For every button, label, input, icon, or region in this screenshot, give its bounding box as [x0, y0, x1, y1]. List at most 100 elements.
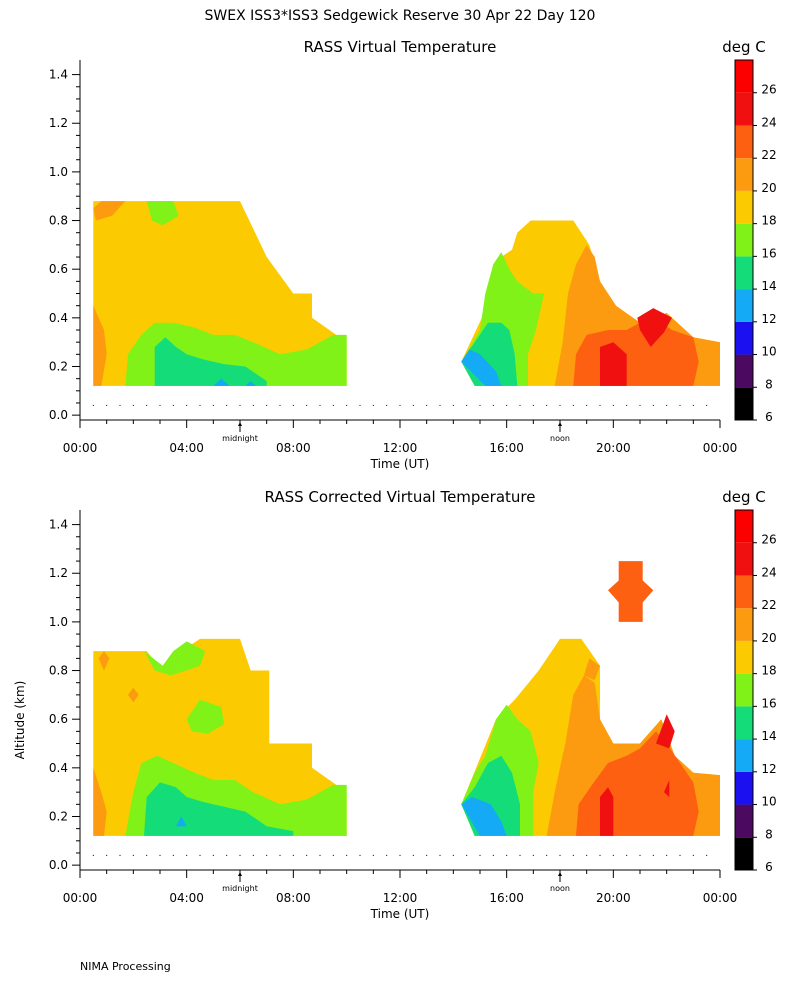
- noon-marker-arrow: [558, 872, 562, 876]
- sample-dot: [306, 854, 308, 856]
- colorbar-label: 6: [765, 410, 773, 424]
- sample-dot: [252, 404, 254, 406]
- sample-dot: [386, 404, 388, 406]
- noon-marker-arrow: [558, 422, 562, 426]
- sample-dot: [386, 854, 388, 856]
- sample-dot: [146, 854, 148, 856]
- colorbar-label: 26: [761, 533, 776, 547]
- sample-dot: [186, 854, 188, 856]
- y-tick-label: 0.6: [49, 712, 68, 726]
- colorbar-swatch: [735, 608, 753, 641]
- sample-dot: [212, 854, 214, 856]
- y-tick-label: 1.0: [49, 165, 68, 179]
- sample-dot: [172, 854, 174, 856]
- sample-dot: [706, 854, 708, 856]
- sample-dot: [186, 404, 188, 406]
- sample-dot: [252, 854, 254, 856]
- sample-dot: [346, 404, 348, 406]
- sample-dot: [466, 854, 468, 856]
- contour-regions: [93, 201, 720, 386]
- sample-dot: [412, 854, 414, 856]
- midnight-marker-arrow: [238, 872, 242, 876]
- y-tick-label: 0.6: [49, 262, 68, 276]
- y-tick-label: 0.2: [49, 359, 68, 373]
- y-tick-label: 1.0: [49, 615, 68, 629]
- sample-dot: [212, 404, 214, 406]
- surface-sample-dots: [92, 404, 708, 406]
- x-tick-label: 04:00: [169, 441, 204, 455]
- colorbar-swatch: [735, 771, 753, 805]
- sample-dot: [692, 854, 694, 856]
- surface-sample-dots: [92, 854, 708, 856]
- sample-dot: [559, 854, 561, 856]
- sample-dot: [332, 854, 334, 856]
- x-tick-label: 12:00: [383, 891, 418, 905]
- panel-corrected-virtual-temperature: RASS Corrected Virtual Temperature 0.0 0.2…: [13, 488, 777, 921]
- sample-dot: [666, 404, 668, 406]
- sample-dot: [626, 404, 628, 406]
- colorbar-swatch: [735, 575, 753, 609]
- page-title: SWEX ISS3*ISS3 Sedgewick Reserve 30 Apr …: [205, 8, 596, 24]
- colorbar-swatch: [735, 125, 753, 159]
- sample-dot: [426, 854, 428, 856]
- colorbar-units: deg C: [722, 38, 766, 56]
- sample-dot: [226, 404, 228, 406]
- colorbar-label: 16: [761, 696, 776, 710]
- contour-region-day-block-red-column: [600, 787, 614, 836]
- sample-dot: [106, 404, 108, 406]
- sample-dot: [159, 854, 161, 856]
- y-tick-label: 1.2: [49, 116, 68, 130]
- sample-dot: [92, 854, 94, 856]
- colorbar-swatch: [735, 289, 753, 322]
- colorbar-label: 22: [761, 148, 776, 162]
- sample-dot: [226, 854, 228, 856]
- y-tick-label: 0.2: [49, 809, 68, 823]
- colorbar-label: 24: [761, 115, 776, 129]
- colorbar-label: 10: [761, 345, 776, 359]
- footer-text: NIMA Processing: [80, 960, 171, 973]
- sample-dot: [319, 854, 321, 856]
- sample-dot: [492, 404, 494, 406]
- sample-dot: [706, 404, 708, 406]
- sample-dot: [559, 404, 561, 406]
- sample-dot: [439, 854, 441, 856]
- y-tick-label: 1.4: [49, 68, 68, 82]
- y-tick-label: 0.4: [49, 761, 68, 775]
- sample-dot: [319, 404, 321, 406]
- sample-dot: [506, 854, 508, 856]
- sample-dot: [599, 404, 601, 406]
- sample-dot: [546, 854, 548, 856]
- colorbar-label: 18: [761, 664, 776, 678]
- colorbar-swatch: [735, 706, 753, 740]
- noon-marker-label: noon: [550, 434, 570, 443]
- sample-dot: [359, 404, 361, 406]
- sample-dot: [479, 854, 481, 856]
- x-tick-label: 16:00: [489, 441, 524, 455]
- contour-region-night-block-lime-top: [144, 641, 206, 676]
- y-tick-label: 0.4: [49, 311, 68, 325]
- colorbar-swatch: [735, 92, 753, 126]
- chart-title: RASS Corrected Virtual Temperature: [265, 488, 536, 506]
- sample-dot: [346, 854, 348, 856]
- sample-dot: [439, 404, 441, 406]
- x-tick-label: 20:00: [596, 891, 631, 905]
- colorbar-swatch: [735, 640, 753, 674]
- x-tick-label: 00:00: [63, 441, 98, 455]
- colorbar-swatch: [735, 673, 753, 707]
- y-tick-label: 0.8: [49, 214, 68, 228]
- chart-title: RASS Virtual Temperature: [304, 38, 497, 56]
- colorbar-swatch: [735, 60, 753, 93]
- panel-virtual-temperature: RASS Virtual Temperature 0.0 0.2 0.4 0.6 0.8 1…: [49, 38, 777, 471]
- x-tick-label: 16:00: [489, 891, 524, 905]
- colorbar-label: 12: [761, 762, 776, 776]
- sample-dot: [652, 404, 654, 406]
- colorbar-swatch: [735, 354, 753, 388]
- x-tick-label: 00:00: [703, 891, 738, 905]
- contour-region-night-block-lime-top: [146, 201, 179, 226]
- y-axis-label: Altitude (km): [13, 681, 27, 760]
- sample-dot: [586, 854, 588, 856]
- sample-dot: [92, 404, 94, 406]
- colorbar-label: 16: [761, 246, 776, 260]
- sample-dot: [692, 404, 694, 406]
- colorbar-label: 10: [761, 795, 776, 809]
